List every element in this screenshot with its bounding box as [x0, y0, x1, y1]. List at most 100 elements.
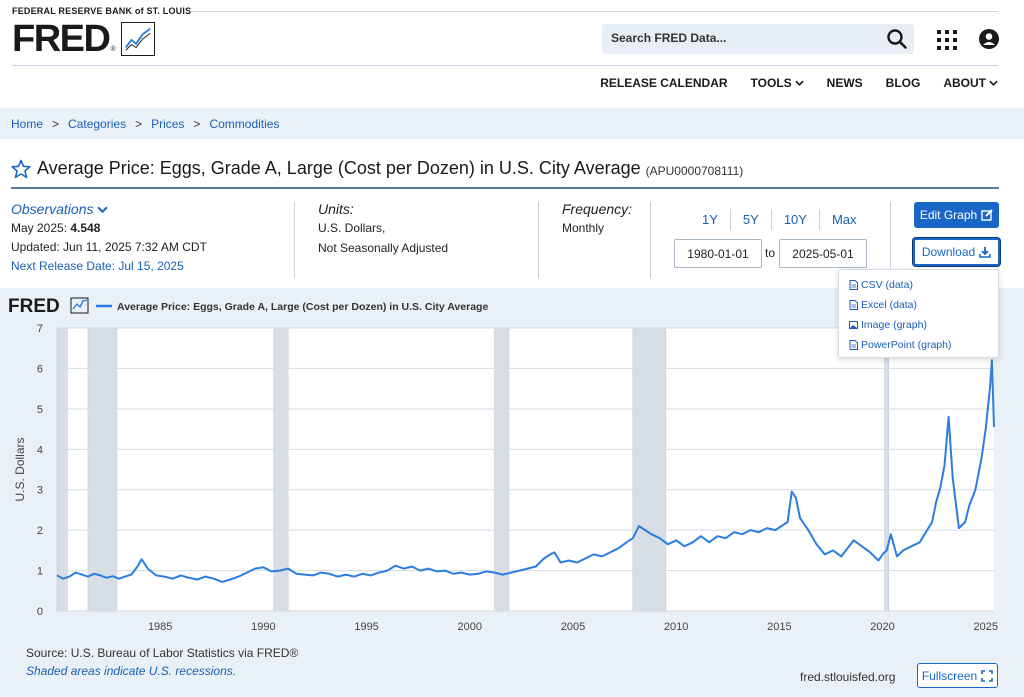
y-axis-label: U.S. Dollars	[13, 437, 27, 501]
breadcrumb-bar: Home > Categories > Prices > Commodities	[0, 108, 1024, 139]
breadcrumb-link-commodities[interactable]: Commodities	[209, 117, 280, 131]
breadcrumb-link-prices[interactable]: Prices	[151, 117, 185, 131]
search-icon[interactable]	[886, 28, 908, 50]
latest-value: 4.548	[70, 221, 101, 235]
range-button-1y[interactable]: 1Y	[690, 209, 731, 230]
chevron-down-icon	[97, 206, 109, 213]
search-input[interactable]	[611, 31, 871, 45]
apps-grid-icon[interactable]	[936, 29, 958, 51]
range-buttons: 1Y 5Y 10Y Max	[690, 209, 869, 230]
download-label: Download	[921, 245, 976, 259]
series-line[interactable]	[56, 359, 995, 583]
column-divider	[538, 202, 539, 278]
x-tick-label: 2020	[870, 621, 894, 633]
logo-chart-icon	[120, 22, 155, 56]
column-divider	[890, 202, 891, 278]
next-release-link[interactable]: Next Release Date: Jul 15, 2025	[11, 259, 184, 273]
y-tick-label: 0	[37, 606, 43, 618]
download-option-label: Excel (data)	[861, 299, 918, 311]
page-title: Average Price: Eggs, Grade A, Large (Cos…	[37, 158, 641, 178]
nav-item-about[interactable]: ABOUT	[943, 76, 998, 90]
x-tick-label: 2025	[974, 621, 998, 633]
y-tick-label: 7	[37, 323, 43, 335]
range-button-10y[interactable]: 10Y	[772, 209, 820, 230]
x-tick-label: 2015	[767, 621, 791, 633]
account-icon[interactable]	[978, 28, 1000, 50]
download-option-label: CSV (data)	[861, 279, 913, 291]
start-date-input[interactable]	[674, 239, 762, 268]
series-title-row: Average Price: Eggs, Grade A, Large (Cos…	[11, 158, 743, 179]
latest-label: May 2025:	[11, 221, 71, 235]
fred-logo[interactable]: FRED ®	[12, 19, 155, 59]
nav-item-tools[interactable]: TOOLS	[751, 76, 804, 90]
nav-item-blog[interactable]: BLOG	[886, 76, 921, 90]
recession-band	[632, 327, 667, 612]
x-tick-label: 1985	[148, 621, 172, 633]
download-option-image[interactable]: Image (graph)	[849, 319, 927, 331]
header-divider-2	[12, 65, 998, 66]
download-option-label: Image (graph)	[861, 319, 927, 331]
breadcrumb-link-categories[interactable]: Categories	[68, 117, 127, 131]
chart-title: Average Price: Eggs, Grade A, Large (Cos…	[117, 301, 488, 313]
plot-area	[57, 328, 994, 611]
breadcrumb-separator: >	[52, 117, 60, 131]
y-tick-label: 6	[37, 363, 43, 375]
chart-brand: FRED	[8, 296, 60, 317]
recession-note-link[interactable]: Shaded areas indicate U.S. recessions.	[26, 664, 237, 678]
frequency-label: Frequency:	[562, 201, 633, 217]
latest-observation: May 2025: 4.548	[11, 221, 100, 235]
breadcrumb: Home > Categories > Prices > Commodities	[11, 117, 279, 131]
units-label: Units:	[318, 201, 354, 217]
observations-toggle[interactable]: Observations	[11, 201, 109, 217]
range-button-5y[interactable]: 5Y	[731, 209, 772, 230]
x-tick-label: 2000	[458, 621, 482, 633]
updated-timestamp: Updated: Jun 11, 2025 7:32 AM CDT	[11, 240, 207, 254]
nav-label: TOOLS	[750, 76, 792, 90]
chevron-down-icon	[794, 80, 804, 86]
y-tick-label: 1	[37, 566, 43, 578]
bank-name: FEDERAL RESERVE BANK of ST. LOUIS	[12, 6, 192, 16]
favorite-star-icon[interactable]	[11, 159, 31, 179]
breadcrumb-separator: >	[193, 117, 201, 131]
edit-icon	[981, 209, 993, 221]
y-tick-label: 5	[37, 404, 43, 416]
download-option-powerpoint[interactable]: PowerPoint (graph)	[849, 339, 951, 351]
recession-band	[56, 327, 68, 612]
breadcrumb-link-home[interactable]: Home	[11, 117, 44, 131]
column-divider	[650, 202, 651, 278]
recession-band	[494, 327, 510, 612]
logo-wordmark: FRED	[12, 18, 111, 60]
nav-item-release-calendar[interactable]: RELEASE CALENDAR	[600, 76, 727, 90]
header-divider	[190, 11, 998, 12]
units-value-1: U.S. Dollars,	[318, 221, 386, 235]
download-option-excel[interactable]: Excel (data)	[849, 299, 917, 311]
download-button[interactable]: Download	[913, 238, 1000, 266]
site-url: fred.stlouisfed.org	[800, 670, 896, 684]
recession-band	[884, 327, 890, 612]
line-chart[interactable]: FRED Average Price: Eggs, Grade A, Large …	[0, 288, 1024, 633]
download-option-csv[interactable]: CSV (data)	[849, 279, 913, 291]
to-label: to	[765, 246, 776, 260]
range-button-max[interactable]: Max	[831, 212, 857, 227]
frequency-value: Monthly	[562, 221, 605, 235]
fullscreen-button[interactable]: Fullscreen	[917, 663, 998, 688]
nav-label: ABOUT	[943, 76, 986, 90]
y-tick-label: 4	[37, 444, 43, 456]
download-menu: CSV (data) Excel (data) Image (graph) Power…	[838, 269, 999, 358]
search-box[interactable]	[602, 24, 914, 54]
recession-band	[87, 327, 118, 612]
chart-brand-icon	[70, 297, 89, 314]
file-icon	[849, 280, 858, 290]
image-icon	[849, 321, 858, 329]
end-date-input[interactable]	[779, 239, 867, 268]
chevron-down-icon	[989, 80, 998, 86]
nav-label: RELEASE CALENDAR	[600, 76, 728, 90]
units-value-2: Not Seasonally Adjusted	[318, 241, 449, 255]
edit-graph-button[interactable]: Edit Graph	[914, 202, 999, 228]
nav-item-news[interactable]: NEWS	[827, 76, 863, 90]
file-icon	[849, 300, 858, 310]
title-divider	[11, 187, 999, 189]
observations-label: Observations	[11, 201, 94, 217]
fullscreen-icon	[981, 669, 993, 682]
nav-label: NEWS	[826, 76, 863, 90]
